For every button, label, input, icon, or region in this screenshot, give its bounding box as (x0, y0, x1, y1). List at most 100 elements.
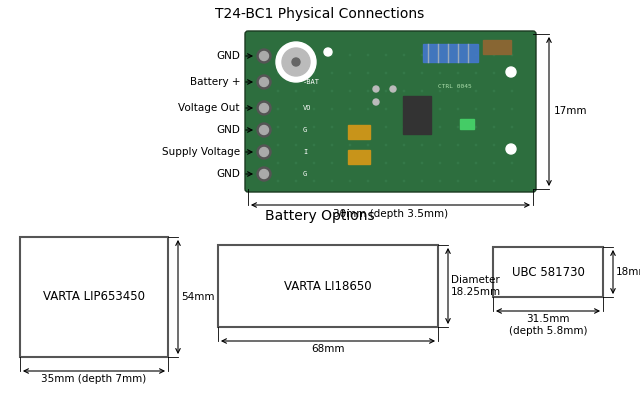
Text: CTRL 0045: CTRL 0045 (438, 83, 472, 88)
Circle shape (385, 54, 387, 56)
Circle shape (493, 108, 495, 110)
Circle shape (277, 180, 278, 182)
Text: -BAT: -BAT (303, 79, 320, 85)
Circle shape (292, 58, 300, 66)
Circle shape (439, 144, 441, 146)
Circle shape (493, 126, 495, 128)
Circle shape (385, 90, 387, 92)
Circle shape (385, 180, 387, 182)
Circle shape (511, 90, 513, 92)
Text: VARTA LIP653450: VARTA LIP653450 (43, 291, 145, 304)
Circle shape (349, 54, 351, 56)
Circle shape (403, 162, 404, 164)
Circle shape (349, 126, 351, 128)
Circle shape (439, 90, 441, 92)
Circle shape (332, 54, 333, 56)
Bar (20, 237, 168, 357)
Circle shape (295, 162, 297, 164)
Circle shape (277, 54, 278, 56)
Circle shape (295, 54, 297, 56)
Circle shape (295, 108, 297, 110)
Circle shape (511, 144, 513, 146)
Text: Voltage Out: Voltage Out (179, 103, 240, 113)
Text: G: G (303, 127, 307, 133)
Circle shape (493, 162, 495, 164)
Circle shape (493, 54, 495, 56)
Circle shape (332, 126, 333, 128)
Circle shape (506, 67, 516, 77)
Circle shape (458, 90, 459, 92)
Circle shape (458, 108, 459, 110)
Circle shape (403, 180, 404, 182)
Circle shape (314, 180, 315, 182)
Text: Battery +: Battery + (189, 77, 240, 87)
Circle shape (421, 162, 422, 164)
Circle shape (276, 42, 316, 82)
Circle shape (277, 108, 278, 110)
Circle shape (390, 86, 396, 92)
Circle shape (314, 162, 315, 164)
Circle shape (439, 126, 441, 128)
Circle shape (403, 54, 404, 56)
Bar (348, 125, 370, 139)
Circle shape (493, 90, 495, 92)
Circle shape (367, 108, 369, 110)
Circle shape (332, 108, 333, 110)
Circle shape (476, 126, 477, 128)
Circle shape (439, 180, 441, 182)
Circle shape (476, 90, 477, 92)
Circle shape (332, 144, 333, 146)
Text: GND: GND (216, 169, 240, 179)
Text: T24-BC1 Physical Connections: T24-BC1 Physical Connections (216, 7, 424, 21)
Circle shape (458, 126, 459, 128)
Circle shape (421, 108, 422, 110)
Circle shape (458, 162, 459, 164)
Circle shape (403, 90, 404, 92)
Circle shape (277, 126, 278, 128)
Circle shape (367, 126, 369, 128)
Circle shape (314, 144, 315, 146)
Bar (423, 44, 478, 62)
Circle shape (493, 180, 495, 182)
Circle shape (511, 72, 513, 74)
Circle shape (385, 126, 387, 128)
Circle shape (257, 75, 271, 89)
Circle shape (373, 86, 379, 92)
Circle shape (259, 77, 269, 87)
Circle shape (349, 162, 351, 164)
Text: UBC 581730: UBC 581730 (511, 265, 584, 278)
Circle shape (295, 90, 297, 92)
Circle shape (458, 54, 459, 56)
Circle shape (314, 90, 315, 92)
Circle shape (403, 144, 404, 146)
Text: 17mm: 17mm (554, 107, 588, 116)
Circle shape (476, 54, 477, 56)
Text: 35mm (depth 7mm): 35mm (depth 7mm) (42, 374, 147, 384)
Circle shape (421, 126, 422, 128)
Circle shape (259, 169, 269, 179)
Circle shape (277, 144, 278, 146)
Circle shape (458, 72, 459, 74)
Circle shape (458, 144, 459, 146)
Circle shape (439, 162, 441, 164)
Text: I: I (303, 149, 307, 155)
Bar (218, 245, 438, 327)
Circle shape (493, 72, 495, 74)
Circle shape (324, 48, 332, 56)
Text: 31.5mm
(depth 5.8mm): 31.5mm (depth 5.8mm) (509, 314, 588, 337)
Text: Supply Voltage: Supply Voltage (162, 147, 240, 157)
Bar (460, 119, 474, 129)
Circle shape (332, 90, 333, 92)
Circle shape (458, 180, 459, 182)
Bar (348, 150, 370, 164)
Circle shape (257, 101, 271, 115)
Circle shape (367, 180, 369, 182)
Circle shape (314, 126, 315, 128)
Circle shape (421, 144, 422, 146)
Circle shape (385, 144, 387, 146)
Circle shape (332, 72, 333, 74)
Circle shape (349, 90, 351, 92)
Circle shape (332, 180, 333, 182)
Circle shape (282, 48, 310, 76)
Circle shape (476, 144, 477, 146)
